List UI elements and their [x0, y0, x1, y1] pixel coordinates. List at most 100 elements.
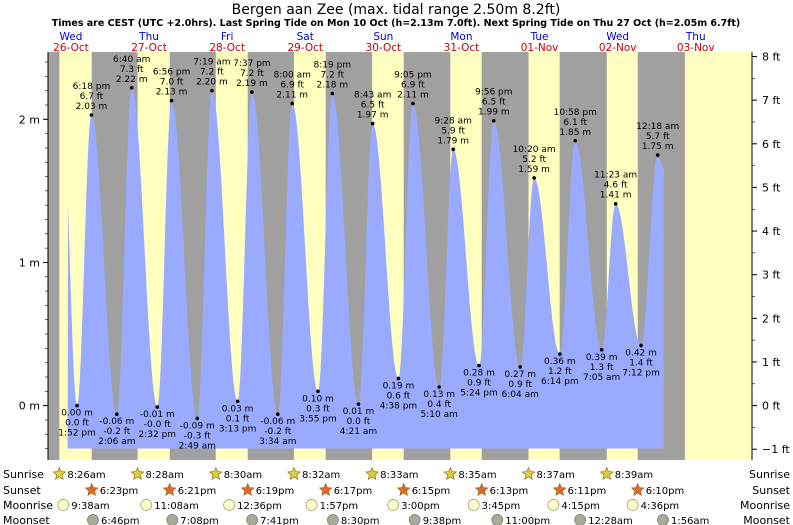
- y-tick-label-left: 0 m: [19, 400, 40, 413]
- row-label-left-sunset: Sunset: [3, 484, 41, 497]
- day-weekday: Wed: [59, 31, 82, 43]
- day-date: 31-Oct: [444, 42, 480, 54]
- tide-height-ft: 7.2 ft: [320, 71, 344, 81]
- tide-point: [518, 365, 523, 369]
- sunset-icon: [630, 482, 645, 496]
- sunset-time: 6:21pm: [178, 486, 217, 497]
- moonset-time: 8:30pm: [341, 516, 380, 525]
- moonset-time: 1:56am: [671, 516, 709, 525]
- moonrise-time: 4:36pm: [641, 501, 680, 512]
- tide-height-ft: 1.4 ft: [629, 358, 653, 368]
- tide-height-m: 2.20 m: [196, 78, 228, 88]
- tide-height-ft: 6.1 ft: [563, 118, 587, 128]
- tide-height-ft: 0.0 ft: [347, 417, 371, 427]
- tide-point: [437, 385, 442, 389]
- tide-height-ft: 1.3 ft: [590, 363, 614, 373]
- sunrise-icon: [599, 466, 614, 480]
- sunrise-icon: [365, 466, 380, 480]
- row-label-left-moonrise: Moonrise: [3, 499, 53, 512]
- sunset-icon: [318, 482, 333, 496]
- tide-height-ft: 0.3 ft: [306, 404, 330, 414]
- tide-point: [290, 101, 295, 106]
- tide-point: [411, 101, 415, 106]
- tide-point: [573, 138, 578, 143]
- tide-time: 2:49 am: [179, 441, 216, 451]
- tide-time: 7:19 am: [193, 58, 230, 68]
- tide-time: 6:14 pm: [541, 377, 579, 387]
- sunrise-icon: [208, 466, 223, 480]
- y-tick-label-right: −1 ft: [762, 443, 790, 456]
- moonset-time: 12:28am: [588, 516, 633, 525]
- tide-point: [356, 402, 361, 406]
- y-tick-label-left: 1 m: [19, 256, 40, 269]
- day-band: [684, 52, 752, 460]
- y-tick-label-right: 8 ft: [762, 51, 781, 64]
- moonrise-time: 9:38am: [71, 501, 109, 512]
- moonrise-icon: [140, 499, 153, 511]
- axes: 0 m 1 m 2 m −1 ft 0 ft 1 ft 2 ft 3 ft 4 ft 5 ft 6 …: [19, 51, 790, 460]
- moonset-icon: [87, 514, 99, 525]
- chart-subtitle: Times are CEST (UTC +2.0hrs). Last Sprin…: [52, 18, 741, 29]
- sunset-time: 6:15pm: [412, 486, 451, 497]
- y-tick-label-right: 3 ft: [762, 269, 781, 282]
- tide-height-ft: 0.1 ft: [226, 414, 250, 424]
- tide-time: 3:13 pm: [219, 424, 257, 434]
- day-weekday: Mon: [450, 31, 472, 43]
- tide-height-ft: 7.3 ft: [120, 65, 144, 75]
- tide-time: 10:58 pm: [554, 108, 597, 118]
- moonrise-time: 11:08am: [154, 501, 199, 512]
- tide-time: 6:18 pm: [73, 82, 111, 92]
- tide-height-ft: 6.5 ft: [361, 101, 385, 111]
- tide-time: 11:23 am: [594, 171, 637, 181]
- moonset-icon: [166, 514, 179, 525]
- y-tick-label-right: 7 ft: [762, 94, 781, 107]
- tide-height-m: 0.13 m: [423, 390, 455, 400]
- tide-time: 5:24 pm: [460, 389, 498, 399]
- tide-height-m: 0.36 m: [544, 357, 576, 367]
- tide-height-m: 0.10 m: [302, 394, 334, 404]
- sunset-icon: [474, 482, 489, 496]
- tide-point: [639, 343, 643, 348]
- row-label-right-moonrise: Moonrise: [740, 499, 790, 512]
- tide-height-m: 2.22 m: [116, 75, 148, 85]
- moonset-time: 7:08pm: [180, 516, 219, 525]
- sunrise-time: 8:33am: [380, 470, 418, 481]
- tide-time: 8:43 am: [354, 91, 391, 101]
- tide-time: 9:28 am: [435, 116, 472, 126]
- day-date: 29-Oct: [287, 42, 323, 54]
- sunset-time: 6:19pm: [256, 486, 295, 497]
- sunrise-time: 8:28am: [146, 470, 184, 481]
- tide-point: [115, 412, 119, 416]
- tide-labels: 6:18 pm6.7 ft2.03 m0.00 m0.0 ft1:52 pm-0…: [58, 55, 679, 452]
- tide-point: [491, 118, 496, 123]
- tide-time: 3:55 pm: [299, 414, 337, 424]
- tide-height-ft: -0.0 ft: [144, 420, 171, 430]
- sunrise-icon: [130, 466, 145, 480]
- tide-point: [276, 412, 280, 416]
- moonrise-icon: [467, 499, 480, 511]
- tide-point: [396, 376, 401, 381]
- tide-height-ft: 1.2 ft: [548, 367, 572, 377]
- tide-point: [155, 405, 160, 409]
- tide-time: 12:18 am: [636, 122, 679, 132]
- tide-point: [89, 113, 94, 117]
- day-date: 02-Nov: [599, 42, 637, 54]
- moonrise-icon: [223, 499, 235, 511]
- tide-height-m: 2.19 m: [236, 79, 268, 89]
- tide-height-ft: 6.9 ft: [401, 81, 425, 91]
- moonset-time: 9:38pm: [423, 516, 462, 525]
- tide-time: 6:56 pm: [153, 68, 191, 78]
- tide-time: 7:37 pm: [233, 59, 271, 69]
- tide-height-m: 0.19 m: [383, 381, 415, 391]
- sunrise-time: 8:39am: [615, 470, 653, 481]
- tide-height-m: 2.11 m: [276, 91, 308, 101]
- tide-height-m: -0.01 m: [140, 410, 175, 420]
- tide-height-m: 1.59 m: [518, 165, 550, 175]
- tide-time: 4:38 pm: [380, 401, 418, 411]
- sunrise-time: 8:35am: [458, 470, 496, 481]
- tide-point: [316, 389, 320, 394]
- tide-point: [330, 91, 335, 96]
- tide-height-m: 0.00 m: [61, 409, 93, 419]
- tide-height-ft: 0.0 ft: [65, 419, 89, 429]
